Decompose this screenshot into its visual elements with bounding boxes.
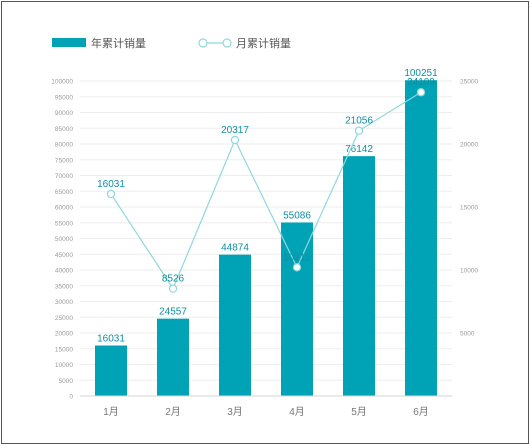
y-left-tick-label: 55000 — [55, 220, 73, 227]
y-left-tick-label: 10000 — [55, 362, 73, 369]
x-tick-label: 4月 — [289, 406, 305, 418]
x-axis: 1月 2月 3月 4月 5月 6月 — [80, 395, 452, 418]
y-left-tick-label: 70000 — [55, 173, 73, 180]
y-right-tick-label: 10000 — [460, 268, 478, 275]
line-point — [168, 284, 178, 293]
bar — [219, 254, 251, 396]
y-left-tick-label: 80000 — [55, 142, 73, 149]
y-left-tick-label: 5000 — [59, 378, 74, 385]
x-tick-label: 6月 — [413, 406, 429, 418]
y-right-tick-label: 20000 — [460, 142, 478, 149]
legend-line-label: 月累计销量 — [236, 36, 291, 50]
y-right-tick-label: 25000 — [460, 79, 478, 86]
y-left-tick-label: 60000 — [55, 205, 73, 212]
y-left-tick-label: 65000 — [55, 189, 73, 196]
bar-value-label: 44874 — [221, 243, 249, 254]
y-left-tick-label: 75000 — [55, 157, 73, 164]
line-value-label: 20317 — [221, 125, 249, 136]
y-left-tick-label: 45000 — [55, 252, 73, 259]
legend: 年累计销量 月累计销量 — [52, 36, 291, 50]
y-left-tick-label: 25000 — [55, 315, 73, 322]
line-path — [110, 91, 422, 290]
line-value-label: 21056 — [345, 116, 373, 127]
x-tick-label: 5月 — [351, 406, 367, 418]
y-right-tick-label: 15000 — [460, 205, 478, 212]
bar — [157, 318, 189, 396]
y-axis-left: 0 5000 10000 15000 20000 25000 30000 35000 40000… — [51, 79, 73, 401]
bar-value-label: 76142 — [345, 144, 373, 155]
line-value-label: 10212 — [283, 252, 311, 263]
y-left-tick-label: 85000 — [55, 126, 73, 133]
y-left-tick-label: 15000 — [55, 346, 73, 353]
y-right-tick-label: 5000 — [460, 331, 475, 338]
legend-line-marker-end — [222, 38, 232, 48]
x-tick-label: 3月 — [227, 406, 243, 418]
y-left-tick-label: 30000 — [55, 299, 73, 306]
line-value-label: 8526 — [162, 274, 185, 285]
bar — [95, 345, 127, 396]
line-point — [416, 88, 426, 97]
line-value-label: 24109 — [407, 77, 435, 88]
y-left-tick-label: 100000 — [51, 79, 73, 86]
bar-series: 16031 24557 44874 55086 76142 100251 — [95, 68, 438, 396]
line-point — [230, 135, 240, 145]
line-point — [106, 189, 116, 199]
line-point — [292, 263, 302, 272]
legend-item-line-series: 月累计销量 — [198, 36, 291, 50]
x-tick-label: 1月 — [103, 406, 119, 418]
bar-value-label: 24557 — [159, 307, 187, 318]
y-left-tick-label: 0 — [69, 394, 73, 401]
bar — [343, 156, 375, 396]
x-tick-label: 2月 — [165, 406, 181, 418]
legend-bar-swatch — [52, 38, 86, 47]
bar — [281, 222, 313, 396]
y-left-tick-label: 20000 — [55, 331, 73, 338]
bar-value-label: 100251 — [404, 68, 438, 79]
gridlines — [80, 80, 452, 381]
y-left-tick-label: 95000 — [55, 94, 73, 101]
bar — [405, 80, 437, 396]
legend-bar-label: 年累计销量 — [91, 36, 146, 50]
line-point — [354, 126, 364, 135]
y-left-tick-label: 50000 — [55, 236, 73, 243]
y-axis-right: 5000 10000 15000 20000 25000 — [460, 79, 478, 338]
y-left-tick-label: 35000 — [55, 283, 73, 290]
legend-item-bar-series: 年累计销量 — [52, 36, 146, 50]
y-left-tick-label: 40000 — [55, 268, 73, 275]
line-value-label: 16031 — [97, 179, 125, 190]
bar-value-label: 55086 — [283, 210, 311, 221]
bar-value-label: 16031 — [97, 334, 125, 345]
y-left-tick-label: 90000 — [55, 110, 73, 117]
line-series: 16031 8526 20317 10212 21056 24109 — [97, 77, 435, 293]
legend-line-marker-start — [198, 38, 208, 48]
